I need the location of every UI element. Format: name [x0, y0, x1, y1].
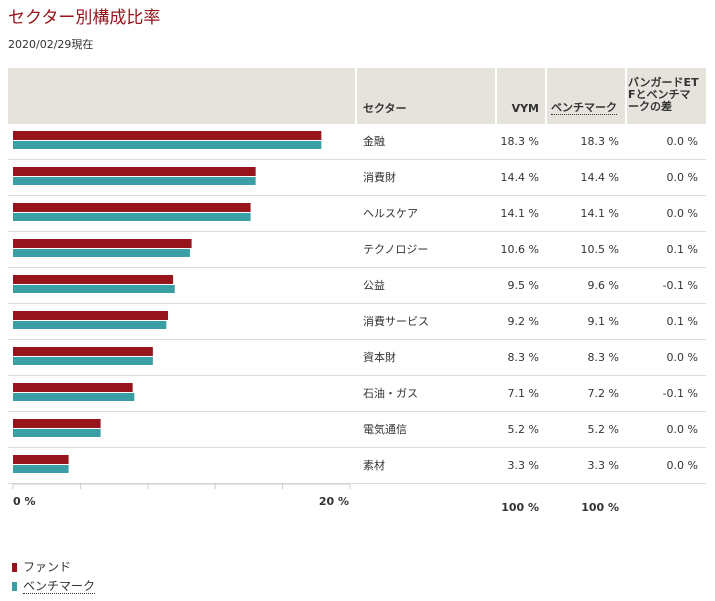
vym-value: 9.5 % — [507, 279, 539, 292]
row-divider — [8, 483, 706, 484]
vym-value: 9.2 % — [507, 315, 539, 328]
diff-value: 0.0 % — [666, 135, 698, 148]
sector-name: 金融 — [363, 135, 385, 148]
row-divider — [8, 447, 706, 448]
vym-value: 7.1 % — [507, 387, 539, 400]
benchmark-value: 9.6 % — [587, 279, 619, 292]
row-divider — [8, 231, 706, 232]
benchmark-value: 3.3 % — [587, 459, 619, 472]
x-tick-label: 0 % — [13, 495, 36, 508]
fund-bar — [13, 419, 101, 428]
benchmark-bar — [13, 177, 256, 185]
fund-bar — [13, 311, 169, 320]
fund-bar — [13, 275, 174, 284]
total-vym: 100 % — [501, 501, 539, 514]
sector-name: 公益 — [363, 279, 385, 292]
fund-bar — [13, 455, 69, 464]
vym-value: 14.4 % — [500, 171, 539, 184]
total-benchmark: 100 % — [581, 501, 619, 514]
row-divider — [8, 267, 706, 268]
diff-value: 0.0 % — [666, 207, 698, 220]
benchmark-bar — [13, 357, 153, 365]
header-diff: バンガードETFとベンチマークの差 — [628, 76, 699, 113]
sector-name: テクノロジー — [363, 243, 429, 256]
benchmark-bar — [13, 321, 167, 329]
diff-value: -0.1 % — [662, 387, 698, 400]
benchmark-value: 7.2 % — [587, 387, 619, 400]
diff-value: 0.1 % — [666, 315, 698, 328]
vym-value: 8.3 % — [507, 351, 539, 364]
benchmark-value: 10.5 % — [580, 243, 619, 256]
sector-name: ヘルスケア — [363, 207, 418, 220]
header-vym: VYM — [511, 102, 539, 115]
header-divider — [545, 68, 547, 124]
benchmark-bar — [13, 429, 101, 437]
header-divider — [355, 68, 357, 124]
fund-bar — [13, 203, 251, 212]
vym-value: 18.3 % — [500, 135, 539, 148]
sector-name: 消費財 — [363, 171, 396, 184]
legend-benchmark-label[interactable]: ベンチマーク — [23, 579, 96, 594]
benchmark-bar — [13, 141, 322, 149]
sector-name: 素材 — [363, 459, 385, 472]
benchmark-bar — [13, 249, 190, 257]
diff-value: 0.0 % — [666, 171, 698, 184]
vym-value: 3.3 % — [507, 459, 539, 472]
vym-value: 5.2 % — [507, 423, 539, 436]
header-sector: セクター — [363, 102, 407, 115]
page-title: セクター別構成比率 — [8, 8, 161, 28]
legend-benchmark[interactable]: ベンチマーク — [12, 577, 96, 594]
benchmark-value: 8.3 % — [587, 351, 619, 364]
diff-value: -0.1 % — [662, 279, 698, 292]
row-divider — [8, 195, 706, 196]
fund-bar — [13, 131, 322, 140]
row-divider — [8, 339, 706, 340]
fund-bar — [13, 239, 192, 248]
as-of-date: 2020/02/29現在 — [8, 38, 94, 51]
benchmark-value: 14.1 % — [580, 207, 619, 220]
benchmark-bar — [13, 285, 175, 293]
diff-value: 0.0 % — [666, 423, 698, 436]
sector-name: 電気通信 — [363, 423, 407, 436]
row-divider — [8, 303, 706, 304]
sector-name: 資本財 — [363, 351, 396, 364]
fund-bar — [13, 383, 133, 392]
vym-value: 14.1 % — [500, 207, 539, 220]
benchmark-bar — [13, 213, 251, 221]
fund-bar — [13, 167, 256, 176]
header-divider — [495, 68, 497, 124]
header-divider — [625, 68, 627, 124]
header-benchmark[interactable]: ベンチマーク — [551, 101, 617, 115]
vym-value: 10.6 % — [500, 243, 539, 256]
row-divider — [8, 375, 706, 376]
row-divider — [8, 159, 706, 160]
legend-benchmark-swatch — [12, 582, 17, 591]
fund-bar — [13, 347, 153, 356]
benchmark-bar — [13, 393, 135, 401]
benchmark-value: 5.2 % — [587, 423, 619, 436]
row-divider — [8, 411, 706, 412]
x-tick-label: 20 % — [319, 495, 349, 508]
legend-fund-swatch — [12, 563, 17, 572]
diff-value: 0.1 % — [666, 243, 698, 256]
benchmark-bar — [13, 465, 69, 473]
legend-fund: ファンド — [12, 558, 71, 575]
diff-value: 0.0 % — [666, 351, 698, 364]
sector-name: 石油・ガス — [363, 387, 418, 400]
sector-name: 消費サービス — [363, 315, 429, 328]
benchmark-value: 9.1 % — [587, 315, 619, 328]
benchmark-value: 14.4 % — [580, 171, 619, 184]
diff-value: 0.0 % — [666, 459, 698, 472]
legend-fund-label: ファンド — [23, 560, 72, 574]
benchmark-value: 18.3 % — [580, 135, 619, 148]
